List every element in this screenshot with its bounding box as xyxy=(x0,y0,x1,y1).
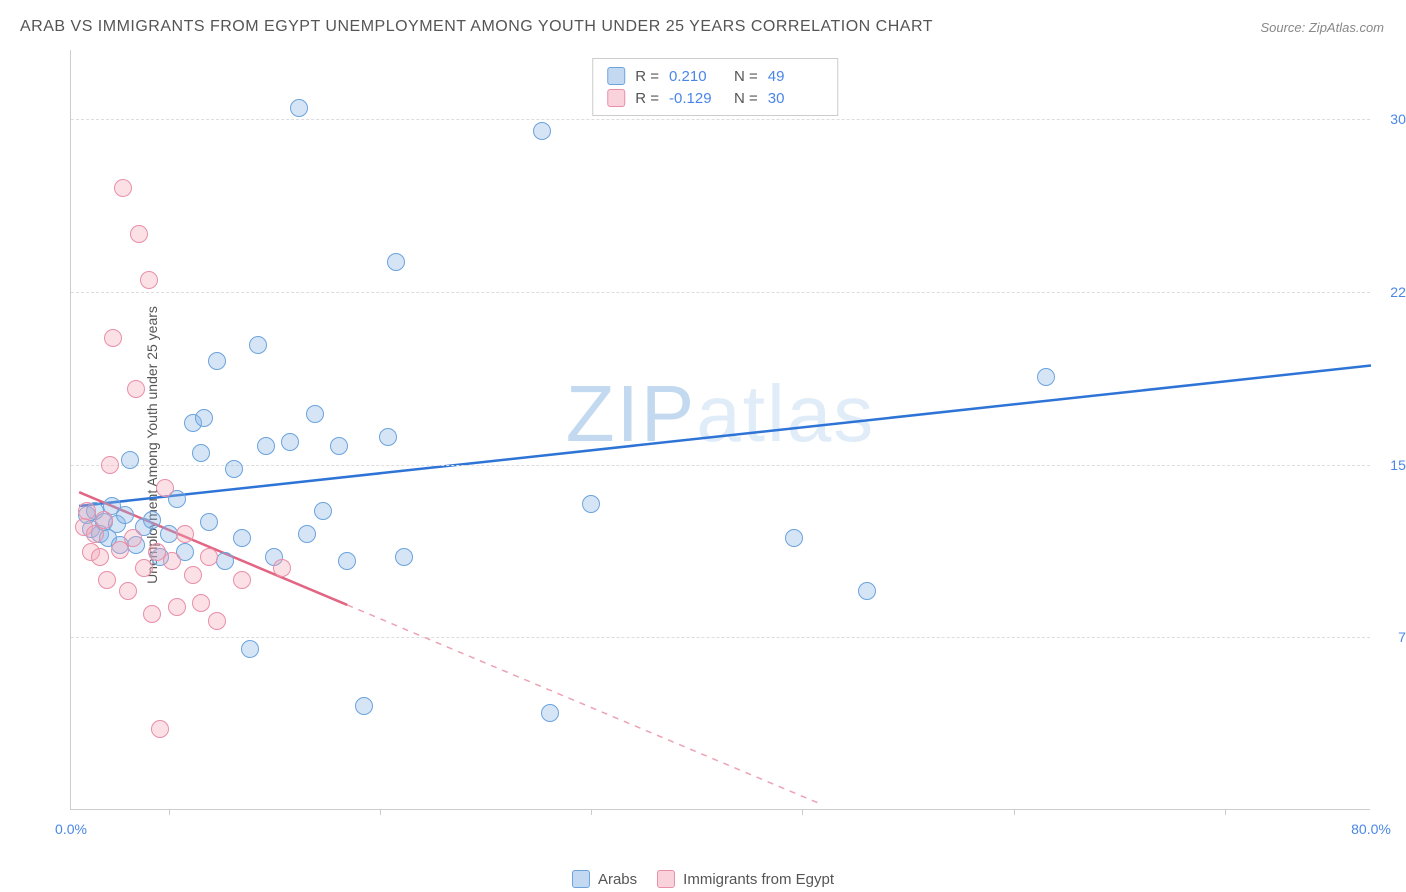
scatter-point xyxy=(143,511,161,529)
scatter-point xyxy=(130,225,148,243)
swatch-pink-icon xyxy=(607,89,625,107)
scatter-point xyxy=(233,529,251,547)
r-label: R = xyxy=(635,90,659,107)
scatter-point xyxy=(127,380,145,398)
chart-area: Unemployment Among Youth under 25 years … xyxy=(45,50,1385,840)
scatter-point xyxy=(200,513,218,531)
scatter-point xyxy=(151,720,169,738)
legend-label: Arabs xyxy=(598,871,637,888)
x-tick xyxy=(1225,809,1226,815)
scatter-point xyxy=(104,329,122,347)
scatter-point xyxy=(140,271,158,289)
scatter-point xyxy=(208,352,226,370)
scatter-point xyxy=(225,460,243,478)
scatter-point xyxy=(541,704,559,722)
scatter-point xyxy=(298,525,316,543)
n-label: N = xyxy=(734,68,758,85)
n-value: 49 xyxy=(768,68,823,85)
legend-item-arabs: Arabs xyxy=(572,870,637,888)
scatter-point xyxy=(241,640,259,658)
correlation-legend: R = 0.210 N = 49 R = -0.129 N = 30 xyxy=(592,58,838,116)
n-value: 30 xyxy=(768,90,823,107)
y-tick-label: 7.5% xyxy=(1398,629,1406,645)
bottom-legend: Arabs Immigrants from Egypt xyxy=(572,870,834,888)
scatter-point xyxy=(273,559,291,577)
scatter-point xyxy=(95,511,113,529)
scatter-point xyxy=(78,502,96,520)
x-tick xyxy=(169,809,170,815)
scatter-point xyxy=(200,548,218,566)
x-tick-label: 80.0% xyxy=(1351,821,1391,837)
scatter-point xyxy=(116,506,134,524)
scatter-point xyxy=(281,433,299,451)
correlation-legend-row-arabs: R = 0.210 N = 49 xyxy=(607,65,823,87)
x-tick xyxy=(802,809,803,815)
gridline xyxy=(71,119,1370,120)
scatter-point xyxy=(785,529,803,547)
x-tick xyxy=(591,809,592,815)
swatch-blue-icon xyxy=(607,67,625,85)
scatter-point xyxy=(1037,368,1055,386)
scatter-point xyxy=(143,605,161,623)
scatter-point xyxy=(168,598,186,616)
scatter-point xyxy=(101,456,119,474)
swatch-pink-icon xyxy=(657,870,675,888)
r-value: 0.210 xyxy=(669,68,724,85)
scatter-point xyxy=(582,495,600,513)
watermark: ZIPatlas xyxy=(566,368,875,460)
n-label: N = xyxy=(734,90,758,107)
scatter-point xyxy=(195,409,213,427)
scatter-point xyxy=(355,697,373,715)
scatter-point xyxy=(156,479,174,497)
scatter-point xyxy=(387,253,405,271)
gridline xyxy=(71,292,1370,293)
scatter-point xyxy=(395,548,413,566)
y-tick-label: 30.0% xyxy=(1390,111,1406,127)
x-tick xyxy=(380,809,381,815)
scatter-point xyxy=(338,552,356,570)
x-tick-label: 0.0% xyxy=(55,821,87,837)
scatter-point xyxy=(216,552,234,570)
scatter-point xyxy=(91,548,109,566)
scatter-point xyxy=(257,437,275,455)
scatter-point xyxy=(208,612,226,630)
plot-region: ZIPatlas 7.5%15.0%22.5%30.0%0.0%80.0% xyxy=(70,50,1370,810)
chart-title: ARAB VS IMMIGRANTS FROM EGYPT UNEMPLOYME… xyxy=(20,18,933,36)
source-attribution: Source: ZipAtlas.com xyxy=(1260,20,1384,35)
r-value: -0.129 xyxy=(669,90,724,107)
scatter-point xyxy=(98,571,116,589)
scatter-point xyxy=(184,566,202,584)
scatter-point xyxy=(249,336,267,354)
scatter-point xyxy=(163,552,181,570)
r-label: R = xyxy=(635,68,659,85)
correlation-legend-row-egypt: R = -0.129 N = 30 xyxy=(607,87,823,109)
scatter-point xyxy=(306,405,324,423)
scatter-point xyxy=(176,525,194,543)
legend-item-egypt: Immigrants from Egypt xyxy=(657,870,834,888)
gridline xyxy=(71,465,1370,466)
scatter-point xyxy=(290,99,308,117)
scatter-point xyxy=(314,502,332,520)
scatter-point xyxy=(233,571,251,589)
trend-lines-svg xyxy=(71,50,1371,810)
legend-label: Immigrants from Egypt xyxy=(683,871,834,888)
scatter-point xyxy=(124,529,142,547)
scatter-point xyxy=(192,444,210,462)
scatter-point xyxy=(533,122,551,140)
y-tick-label: 15.0% xyxy=(1390,457,1406,473)
scatter-point xyxy=(121,451,139,469)
scatter-point xyxy=(135,559,153,577)
scatter-point xyxy=(114,179,132,197)
scatter-point xyxy=(119,582,137,600)
y-tick-label: 22.5% xyxy=(1390,284,1406,300)
gridline xyxy=(71,637,1370,638)
swatch-blue-icon xyxy=(572,870,590,888)
scatter-point xyxy=(330,437,348,455)
scatter-point xyxy=(192,594,210,612)
x-tick xyxy=(1014,809,1015,815)
scatter-point xyxy=(858,582,876,600)
scatter-point xyxy=(379,428,397,446)
